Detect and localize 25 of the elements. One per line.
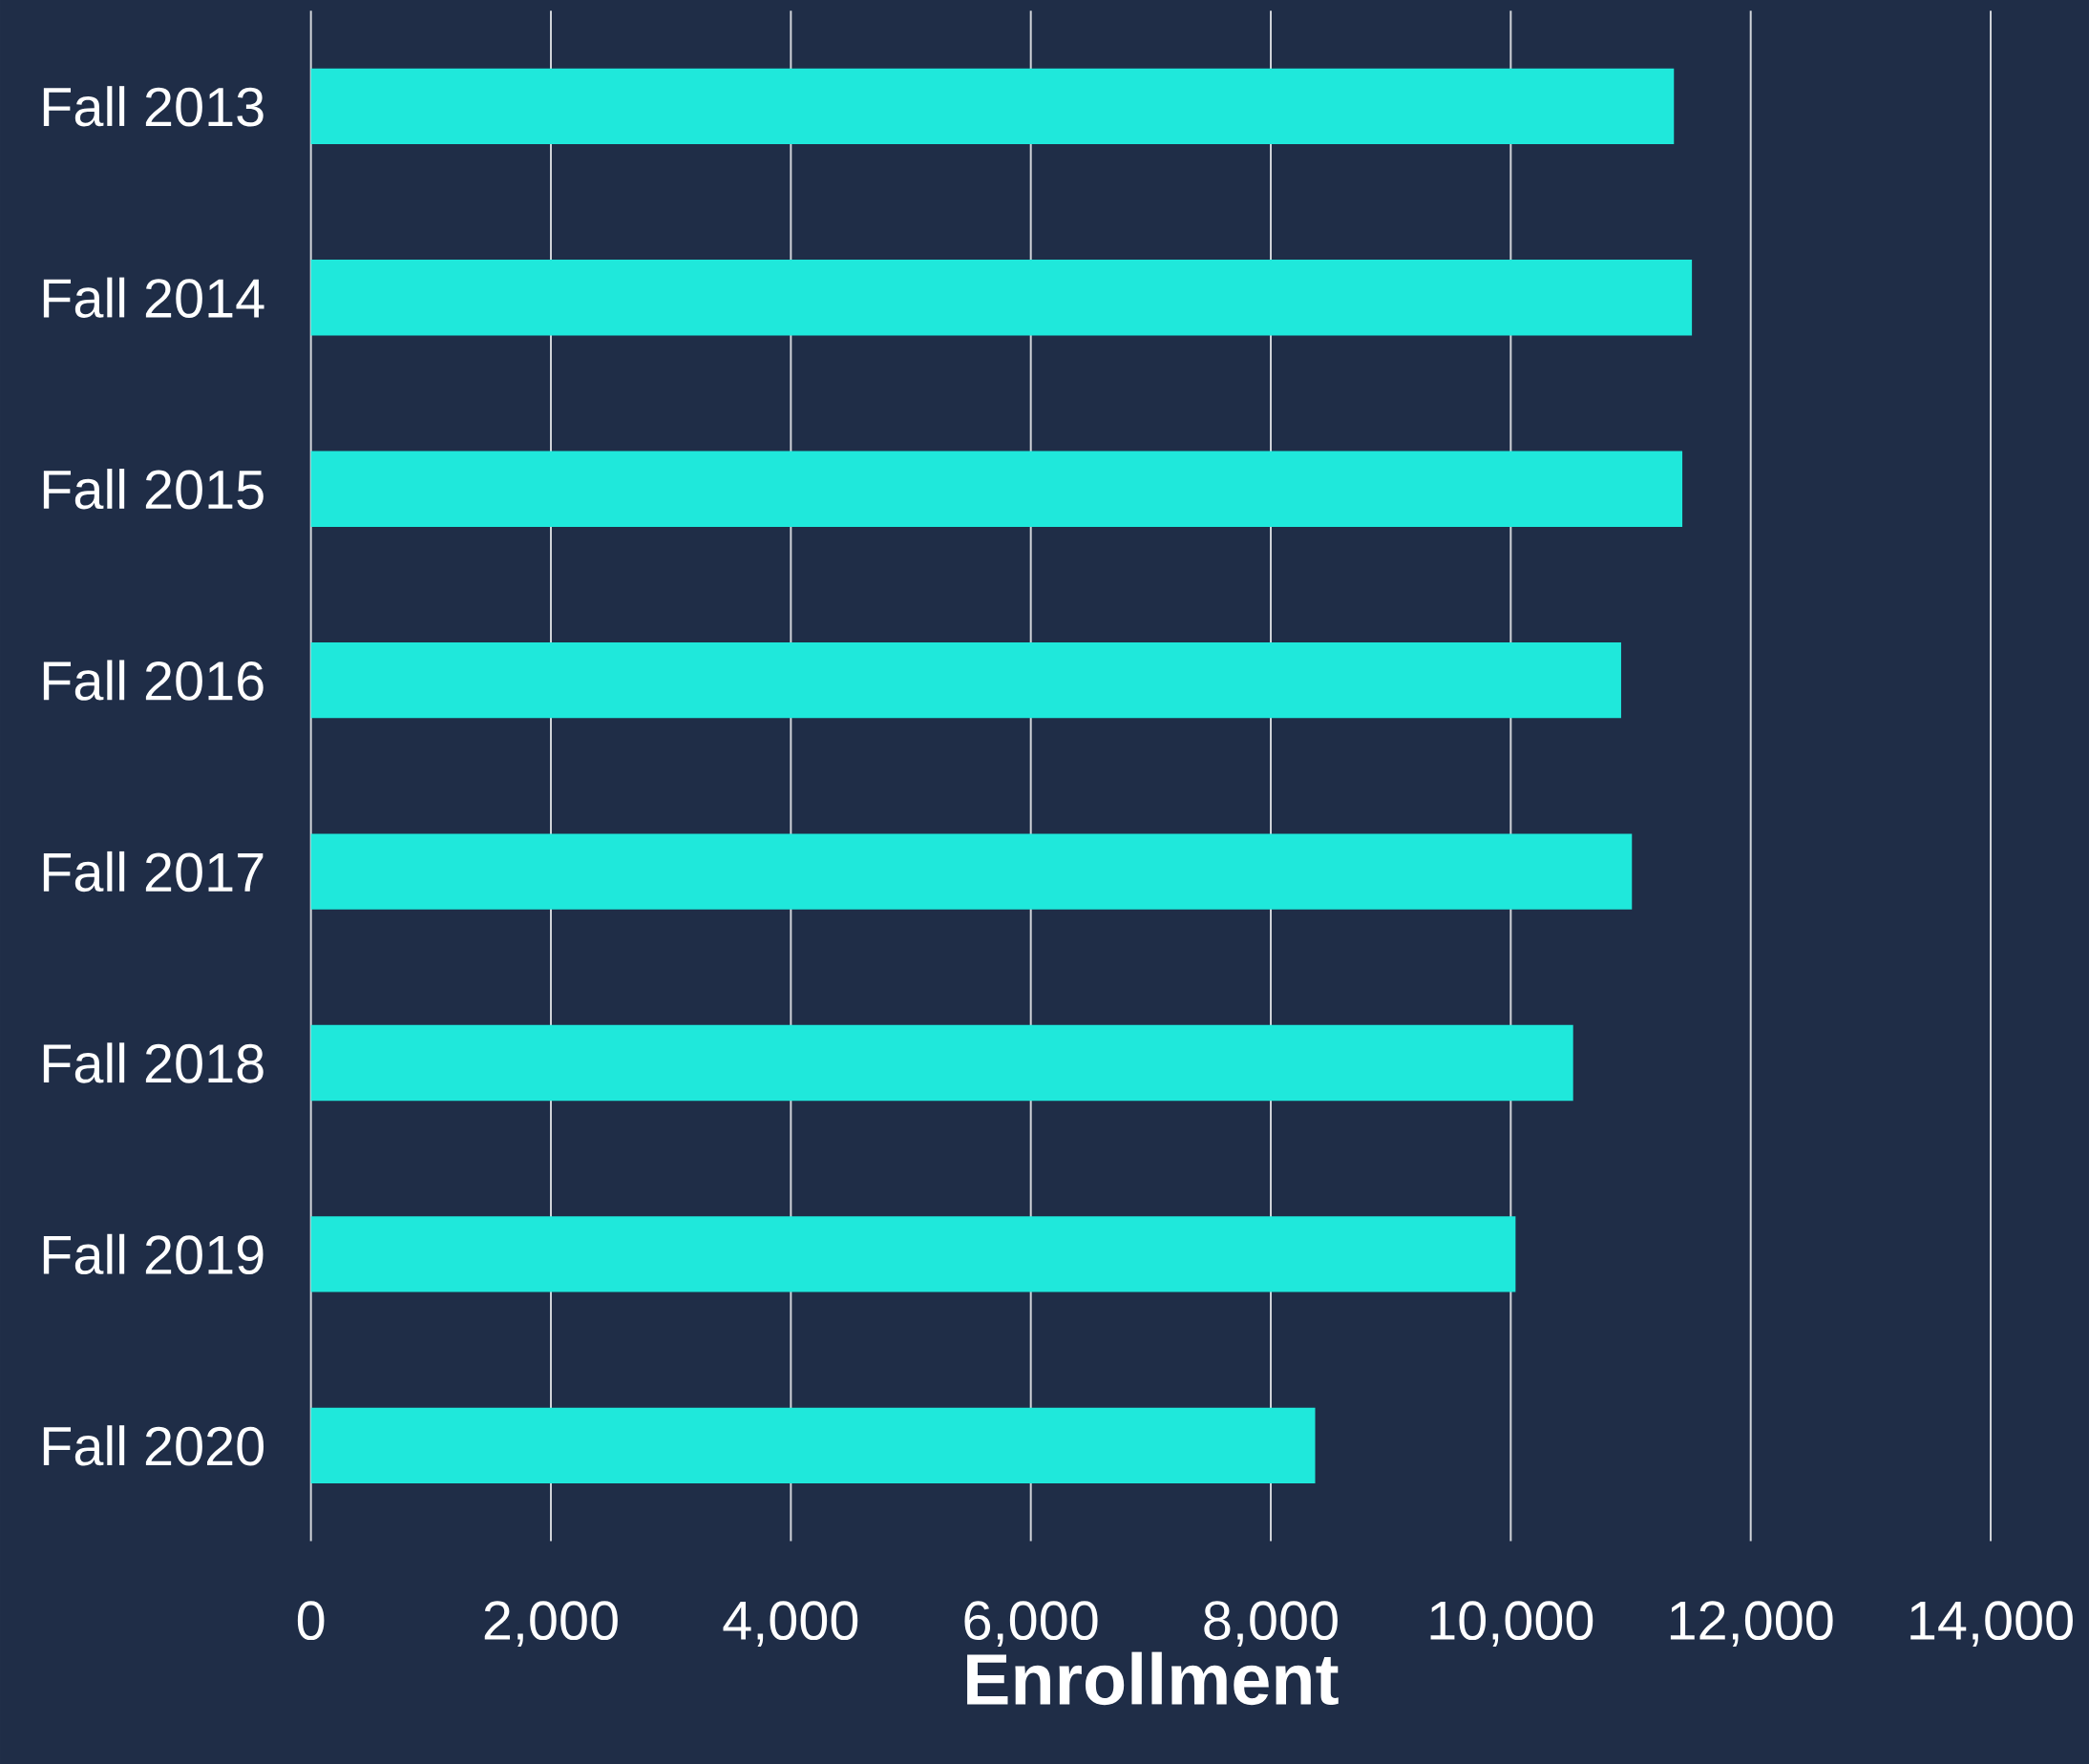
x-tick-label: 12,000 <box>1670 1601 1833 1647</box>
bar <box>310 641 1621 719</box>
x-tick-label: 0 <box>297 1601 325 1640</box>
y-tick-label: Fall 2018 <box>43 1042 264 1083</box>
y-tick-label: Fall 2014 <box>43 277 264 318</box>
x-tick-label: 4,000 <box>723 1601 858 1647</box>
x-tick-label: 2,000 <box>484 1601 618 1647</box>
bar <box>310 259 1693 336</box>
y-tick-label: Fall 2019 <box>43 1233 264 1274</box>
x-axis-title: Enrollment <box>967 1651 1339 1705</box>
bar <box>310 1024 1573 1101</box>
y-tick-label: Fall 2020 <box>43 1424 264 1466</box>
y-tick-label: Fall 2015 <box>43 468 264 510</box>
bar <box>310 451 1683 527</box>
bar <box>310 1216 1516 1292</box>
x-tick-label: 10,000 <box>1430 1601 1593 1647</box>
x-tick-label: 8,000 <box>1204 1601 1338 1647</box>
x-tick-label: 14,000 <box>1910 1601 2073 1647</box>
x-tick-label: 6,000 <box>964 1601 1098 1647</box>
y-tick-label: Fall 2013 <box>43 85 264 127</box>
y-tick-label: Fall 2017 <box>43 850 264 892</box>
bar <box>310 833 1633 910</box>
y-tick-label: Fall 2016 <box>43 660 264 701</box>
bar <box>310 68 1675 144</box>
bar <box>310 1407 1316 1483</box>
